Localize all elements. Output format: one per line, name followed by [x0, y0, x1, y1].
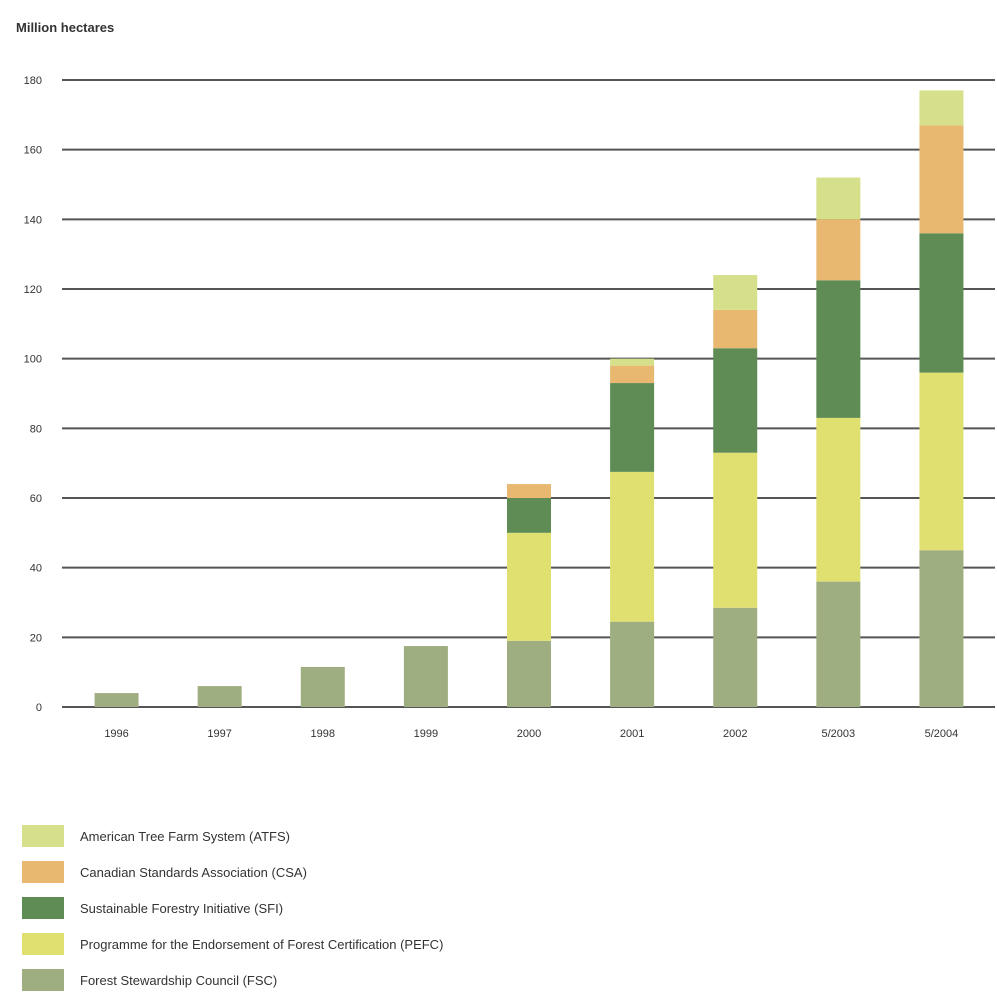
- x-tick-label: 1996: [104, 728, 128, 740]
- bar-segment: [919, 233, 964, 373]
- stacked-bar-chart: 0 20 40 60 80 100 120 140 160 180 1996 1997 1998 1999…: [24, 75, 995, 740]
- bar-segment: [713, 452, 758, 608]
- bar-segment: [713, 309, 758, 349]
- x-tick-label: 1998: [311, 728, 335, 740]
- bar-segment: [816, 581, 861, 707]
- bar-segment: [816, 177, 861, 220]
- legend-item: Canadian Standards Association (CSA): [22, 854, 443, 890]
- bar-segment: [610, 383, 655, 472]
- legend-swatch: [22, 861, 64, 883]
- legend-swatch: [22, 897, 64, 919]
- x-tick-label: 2000: [517, 728, 541, 740]
- legend-swatch: [22, 933, 64, 955]
- y-tick-label: 0: [36, 702, 42, 714]
- y-tick-label: 120: [24, 284, 42, 296]
- bar-segment: [713, 275, 758, 310]
- bar-segment: [816, 280, 861, 418]
- legend-swatch: [22, 969, 64, 991]
- y-tick-label: 20: [30, 632, 42, 644]
- bar-segment: [919, 372, 964, 551]
- bar-segment: [610, 621, 655, 707]
- legend-item: Sustainable Forestry Initiative (SFI): [22, 890, 443, 926]
- legend-item: American Tree Farm System (ATFS): [22, 818, 443, 854]
- bar-segment: [507, 498, 551, 533]
- bar-segment: [919, 125, 964, 234]
- legend-label: Sustainable Forestry Initiative (SFI): [80, 900, 284, 916]
- y-tick-label: 80: [30, 423, 42, 435]
- legend-item: Forest Stewardship Council (FSC): [22, 962, 443, 998]
- bar-segment: [94, 693, 139, 707]
- x-tick-label: 1999: [414, 728, 438, 740]
- bar-segment: [919, 550, 964, 707]
- x-tick-label: 1997: [207, 728, 231, 740]
- x-tick-label: 2002: [723, 728, 747, 740]
- y-tick-label: 40: [30, 563, 42, 575]
- x-tick-label: 2001: [620, 728, 644, 740]
- y-tick-label: 180: [24, 75, 42, 87]
- x-tick-label: 5/2004: [925, 728, 959, 740]
- legend-label: Forest Stewardship Council (FSC): [80, 972, 278, 988]
- bar-segment: [403, 646, 448, 707]
- y-axis-label: Million hectares: [16, 20, 115, 35]
- legend-swatch: [22, 825, 64, 847]
- y-tick-label: 100: [24, 354, 42, 366]
- y-tick-label: 140: [24, 214, 42, 226]
- x-tick-label: 5/2003: [822, 728, 856, 740]
- bar-segment: [816, 219, 861, 281]
- bar-segment: [610, 358, 655, 366]
- legend-label: Programme for the Endorsement of Forest …: [80, 936, 444, 952]
- legend-label: Canadian Standards Association (CSA): [80, 864, 307, 880]
- legend: American Tree Farm System (ATFS) Canadian…: [22, 818, 443, 998]
- bar-segment: [300, 666, 345, 707]
- bar-segment: [713, 607, 758, 707]
- bar-segment: [507, 640, 551, 707]
- bar-segment: [610, 365, 655, 384]
- y-tick-label: 60: [30, 493, 42, 505]
- legend-label: American Tree Farm System (ATFS): [80, 828, 290, 844]
- bar-segment: [507, 532, 551, 641]
- bar-segment: [197, 686, 242, 707]
- bar-segment: [713, 348, 758, 453]
- bar-segment: [919, 90, 964, 126]
- bar-segment: [816, 417, 861, 582]
- legend-item: Programme for the Endorsement of Forest …: [22, 926, 443, 962]
- bar-segment: [507, 484, 551, 498]
- bar-segment: [610, 471, 655, 622]
- y-tick-label: 160: [24, 145, 42, 157]
